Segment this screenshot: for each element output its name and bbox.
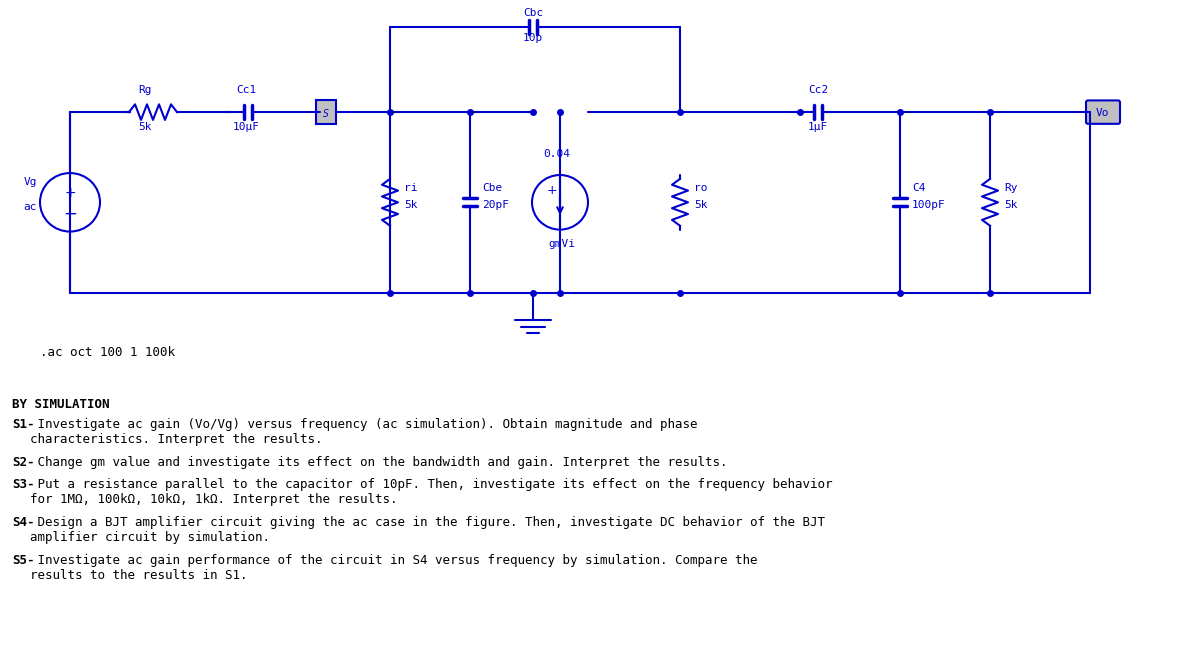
Text: ri: ri [404, 183, 417, 192]
Text: 5k: 5k [138, 122, 151, 132]
Text: S3-: S3- [12, 478, 35, 491]
Text: 5k: 5k [1004, 200, 1018, 210]
Text: +: + [547, 184, 558, 197]
Text: Put a resistance parallel to the capacitor of 10pF. Then, investigate its effect: Put a resistance parallel to the capacit… [30, 478, 832, 506]
FancyBboxPatch shape [1086, 100, 1120, 124]
Text: BY SIMULATION: BY SIMULATION [12, 398, 110, 411]
FancyBboxPatch shape [316, 100, 336, 124]
Text: Cc2: Cc2 [808, 84, 828, 95]
Text: S4-: S4- [12, 516, 35, 529]
Text: S2-: S2- [12, 456, 35, 469]
Text: 20pF: 20pF [482, 200, 509, 210]
Text: Vo: Vo [1095, 108, 1109, 118]
Text: Design a BJT amplifier circuit giving the ac case in the figure. Then, investiga: Design a BJT amplifier circuit giving th… [30, 516, 825, 544]
Text: S: S [323, 109, 329, 119]
Text: Investigate ac gain performance of the circuit in S4 versus frequency by simulat: Investigate ac gain performance of the c… [30, 554, 757, 582]
Text: 0.04: 0.04 [544, 150, 571, 159]
Text: Ry: Ry [1004, 183, 1018, 192]
Text: −: − [63, 205, 77, 223]
Text: 1µF: 1µF [808, 122, 828, 132]
Text: C4: C4 [912, 183, 925, 192]
Text: +: + [64, 185, 76, 200]
Text: Change gm value and investigate its effect on the bandwidth and gain. Interpret : Change gm value and investigate its effe… [30, 456, 727, 469]
Text: 5k: 5k [694, 200, 708, 210]
Text: Cc1: Cc1 [236, 84, 256, 95]
Text: 100pF: 100pF [912, 200, 945, 210]
Text: 5k: 5k [404, 200, 417, 210]
Text: 10p: 10p [523, 33, 544, 43]
Text: Investigate ac gain (Vo/Vg) versus frequency (ac simulation). Obtain magnitude a: Investigate ac gain (Vo/Vg) versus frequ… [30, 418, 697, 446]
Text: Vg: Vg [24, 177, 37, 187]
Text: Cbe: Cbe [482, 183, 502, 192]
Text: ro: ro [694, 183, 708, 192]
Text: gmVi: gmVi [548, 239, 576, 249]
Text: .ac oct 100 1 100k: .ac oct 100 1 100k [41, 346, 175, 359]
Text: Cbc: Cbc [523, 8, 544, 18]
Text: S5-: S5- [12, 554, 35, 567]
Text: S1-: S1- [12, 418, 35, 431]
Text: 10µF: 10µF [232, 122, 260, 132]
Text: Rg: Rg [138, 84, 151, 95]
Text: ac: ac [24, 202, 37, 212]
